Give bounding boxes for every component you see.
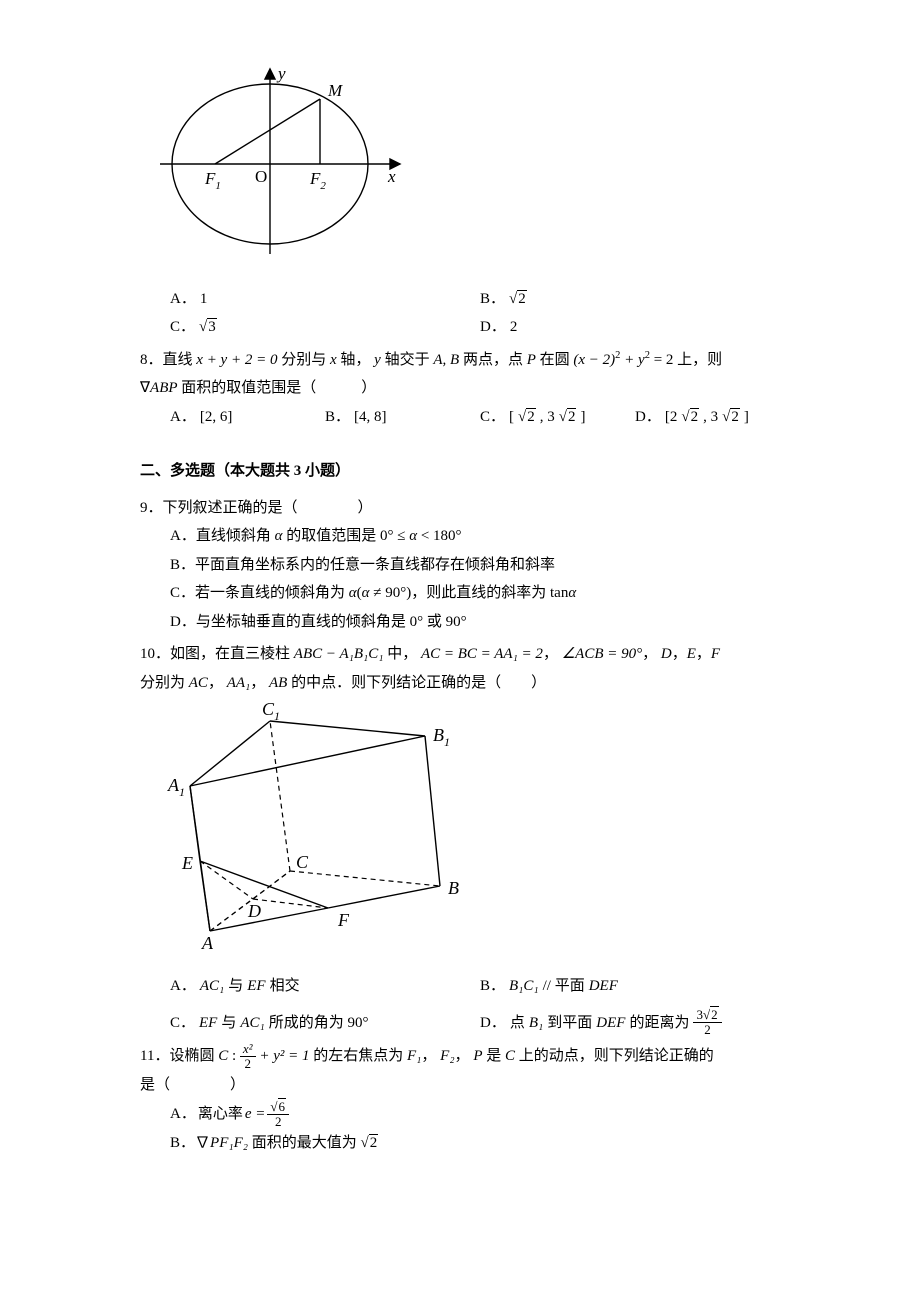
ellipse-figure: y x O M F1 F2	[160, 64, 790, 275]
q7-opt-C[interactable]: C．3	[170, 313, 480, 342]
q8-opt-D[interactable]: D．[22, 32]	[635, 403, 790, 432]
q7-opt-D[interactable]: D．2	[480, 313, 790, 342]
q8-opt-B[interactable]: B．[4, 8]	[325, 403, 480, 432]
q9-opt-C[interactable]: C．若一条直线的倾斜角为 α(α ≠ 90°)，则此直线的斜率为 tanα	[140, 579, 790, 608]
q9-opt-D[interactable]: D．与坐标轴垂直的直线的倾斜角是 0° 或 90°	[140, 608, 790, 637]
section-2-heading: 二、多选题（本大题共 3 小题）	[140, 457, 790, 486]
svg-text:B1: B1	[433, 725, 450, 749]
q8-opt-C[interactable]: C．[2, 32]	[480, 403, 635, 432]
q7-opt-A[interactable]: A．1	[170, 285, 480, 314]
point-F1: F1	[204, 169, 221, 192]
q7-opt-B[interactable]: B．2	[480, 285, 790, 314]
q7-options: A．1 B．2 C．3 D．2	[140, 285, 790, 342]
q9-opt-A[interactable]: A．直线倾斜角 α 的取值范围是 0° ≤ α < 180°	[140, 522, 790, 551]
q8-options: A．[2, 6] B．[4, 8] C．[2, 32] D．[22, 32]	[140, 403, 790, 432]
point-F2: F2	[309, 169, 326, 192]
q10-opt-C[interactable]: C．EF 与 AC₁ 所成的角为 90°	[170, 1000, 480, 1038]
q10-opt-B[interactable]: B．B₁C₁ // 平面 DEF	[480, 972, 790, 1001]
q11: 11．设椭圆 C : x²2 + y² = 1 的左右焦点为 F₁， F₂， P…	[140, 1042, 790, 1100]
prism-svg: A1 C1 B1 A C B E D F	[160, 701, 470, 951]
svg-text:A1: A1	[167, 775, 185, 799]
q10-opt-A[interactable]: A．AC₁ 与 EF 相交	[170, 972, 480, 1001]
q9-opt-B[interactable]: B．平面直角坐标系内的任意一条直线都存在倾斜角和斜率	[140, 551, 790, 580]
origin-label: O	[255, 167, 267, 186]
point-M: M	[327, 81, 343, 100]
prism-figure: A1 C1 B1 A C B E D F	[160, 701, 790, 962]
svg-text:C: C	[296, 852, 309, 872]
axis-y-label: y	[276, 64, 286, 83]
svg-text:A: A	[201, 933, 214, 951]
svg-text:D: D	[247, 901, 261, 921]
q10: 10．如图，在直三棱柱 ABC − A₁B₁C₁ 中， AC = BC = AA…	[140, 640, 790, 697]
q9: 9．下列叙述正确的是（ ）	[140, 494, 790, 523]
axis-x-label: x	[387, 167, 396, 186]
q8-opt-A[interactable]: A．[2, 6]	[170, 403, 325, 432]
q10-opt-D[interactable]: D．点 B₁ 到平面 DEF 的距离为 322	[480, 1000, 790, 1038]
q11-opt-B[interactable]: B．∇PF₁F₂ 面积的最大值为 2	[140, 1129, 790, 1158]
q10-options: A．AC₁ 与 EF 相交 B．B₁C₁ // 平面 DEF C．EF 与 AC…	[140, 972, 790, 1038]
svg-text:B: B	[448, 878, 459, 898]
svg-text:F: F	[337, 910, 350, 930]
q11-opt-A[interactable]: A．离心率 e = 62	[140, 1100, 790, 1130]
ellipse-svg: y x O M F1 F2	[160, 64, 410, 264]
svg-text:C1: C1	[262, 701, 280, 723]
q8: 8．直线 x + y + 2 = 0 分别与 x 轴， y 轴交于 A, B 两…	[140, 346, 790, 403]
svg-text:E: E	[181, 853, 193, 873]
